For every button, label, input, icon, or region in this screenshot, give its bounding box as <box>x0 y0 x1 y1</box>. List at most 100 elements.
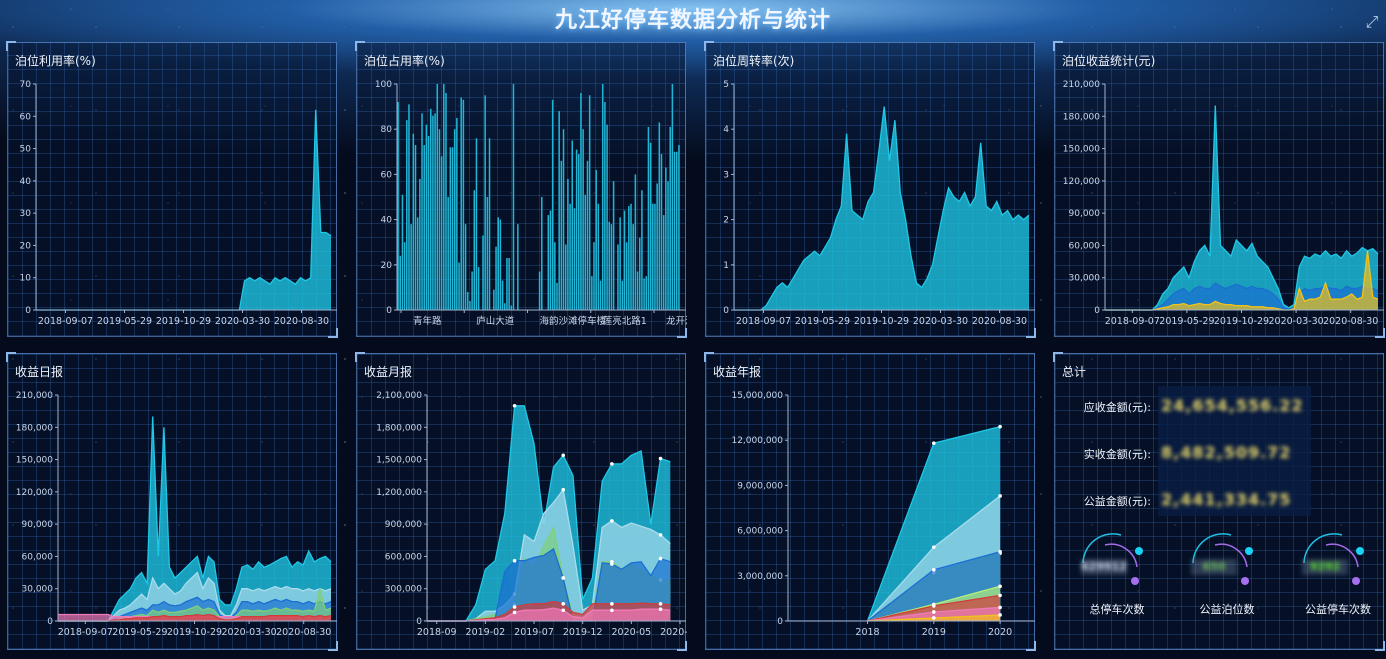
bar <box>649 142 652 310</box>
bar <box>399 255 402 310</box>
panel-utilization: 0 10 20 30 40 50 60 70 2018-09-07 2019-05-29 2019-… <box>6 41 338 338</box>
data-point <box>932 616 936 620</box>
data-point <box>610 519 614 523</box>
bar <box>434 113 436 310</box>
bar <box>475 138 478 310</box>
bar <box>623 210 626 310</box>
y-tick-label: 30,000 <box>1069 274 1101 284</box>
y-tick-label: 1,200,000 <box>376 488 422 498</box>
gauge-value: 650 <box>1191 559 1237 575</box>
daily-report-chart: 0 30,000 60,000 90,000 120,000 150,000 180,000… <box>16 391 337 638</box>
bar <box>541 197 543 310</box>
bar <box>638 237 641 310</box>
bar <box>662 215 665 310</box>
panel-daily-report: 0 30,000 60,000 90,000 120,000 150,000 180,000… <box>6 352 338 651</box>
y-tick-label: 0 <box>1094 306 1100 316</box>
x-tick-label: 2019-05-29 <box>97 316 152 327</box>
data-point <box>658 601 663 606</box>
bar <box>678 145 680 310</box>
bar <box>604 102 606 310</box>
y-tick-label: 30,000 <box>22 585 54 595</box>
data-point <box>512 610 517 615</box>
x-tick-label: 2020 <box>988 627 1012 638</box>
y-tick-label: 2,100,000 <box>376 391 422 401</box>
x-tick-label: 2019-10-29 <box>167 627 222 638</box>
data-point <box>932 441 936 446</box>
data-point <box>998 549 1002 554</box>
y-tick-label: 180,000 <box>16 423 53 433</box>
x-tick-label: 2019-12 <box>563 627 603 638</box>
y-tick-label: 10 <box>20 274 32 284</box>
x-tick-label: 2020-03-30 <box>913 316 968 327</box>
bar <box>610 224 613 310</box>
bar <box>493 289 495 310</box>
panel-yearly-report: 0 3,000,000 6,000,000 9,000,000 12,000,000 15… <box>704 352 1036 651</box>
data-point <box>932 545 936 549</box>
received-value: 8,482,509.72 <box>1161 443 1292 462</box>
series-area <box>58 588 331 621</box>
bar <box>606 124 608 311</box>
bar <box>440 156 443 310</box>
panel-title: 泊位周转率(次) <box>713 54 795 68</box>
bar <box>410 224 412 310</box>
panel-title: 泊位收益统计(元) <box>1062 54 1156 68</box>
bar <box>564 244 567 310</box>
y-tick-label: 0 <box>47 617 53 627</box>
bar <box>675 151 678 310</box>
bar <box>556 282 558 310</box>
y-tick-label: 0 <box>723 306 729 316</box>
bar <box>408 104 410 310</box>
bar <box>456 117 458 311</box>
x-tick-label: 2019-05-29 <box>795 316 850 327</box>
x-tick-label: 2019-07 <box>514 627 554 638</box>
receivable-label: 应收金额(元): <box>1083 401 1151 414</box>
panel-revenue-stats: 0 30,000 60,000 90,000 120,000 150,000 180,000… <box>1053 41 1385 338</box>
bar <box>673 151 676 310</box>
expand-icon[interactable]: ⤢ <box>1365 12 1379 31</box>
bar <box>588 95 591 310</box>
bar <box>484 95 486 310</box>
bar <box>641 190 643 310</box>
bar <box>584 194 587 310</box>
y-tick-label: 180,000 <box>1063 112 1100 122</box>
x-tick-label: 2020-08-30 <box>274 316 329 327</box>
x-tick-label: 2020-03-30 <box>221 627 276 638</box>
y-tick-label: 0 <box>777 617 783 627</box>
data-point <box>658 607 663 611</box>
data-point <box>998 424 1002 429</box>
bar <box>634 174 637 310</box>
bar <box>601 84 604 310</box>
y-tick-label: 60,000 <box>1069 241 1101 251</box>
series-line <box>427 405 671 622</box>
y-tick-label: 60,000 <box>22 552 54 562</box>
bar <box>558 111 560 311</box>
bar <box>562 129 565 310</box>
series-area <box>1105 250 1378 310</box>
bar <box>586 160 589 310</box>
receivable-value: 24,654,556.22 <box>1161 396 1304 415</box>
bar <box>625 242 628 310</box>
x-tick-label: 2019-10-29 <box>1214 316 1269 327</box>
bar <box>549 210 552 310</box>
x-tick-label: 海韵沙滩停车楼 <box>540 315 607 327</box>
data-point <box>998 593 1002 598</box>
bar <box>619 217 621 310</box>
bar <box>403 242 406 310</box>
data-point <box>610 462 614 466</box>
data-point <box>610 601 614 606</box>
bar <box>421 113 423 310</box>
bar <box>462 99 465 310</box>
bar <box>508 258 510 310</box>
panel-title: 收益日报 <box>15 365 64 379</box>
y-tick-label: 120,000 <box>1063 177 1100 187</box>
series-area <box>867 615 1001 621</box>
x-tick-label: 2018-09-07 <box>58 627 113 638</box>
bar <box>567 178 569 310</box>
y-tick-label: 90,000 <box>1069 209 1101 219</box>
monthly-report-chart: 0 300,000 600,000 900,000 1,200,000 1,500,000… <box>376 391 687 638</box>
bar <box>416 217 419 310</box>
bar <box>656 183 658 310</box>
x-tick-label: 2020-08-30 <box>1323 316 1378 327</box>
bar <box>510 305 513 310</box>
